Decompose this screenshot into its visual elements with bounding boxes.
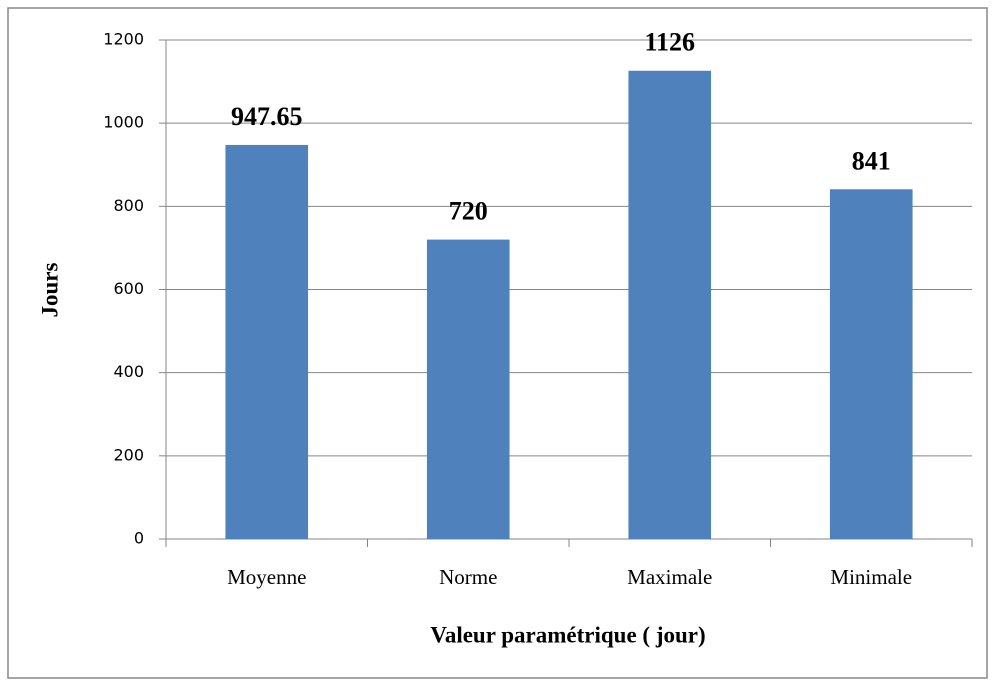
y-tick-label: 600 [113, 279, 144, 298]
y-axis-title: Jours [37, 262, 62, 317]
y-tick-label: 200 [113, 445, 144, 464]
x-tick-label: Minimale [830, 565, 912, 589]
bar [426, 239, 510, 539]
y-tick-label: 400 [113, 362, 144, 381]
x-tick-label: Moyenne [227, 565, 306, 589]
x-axis-title: Valeur paramétrique ( jour) [430, 622, 705, 647]
y-tick-label: 0 [134, 529, 144, 548]
data-label: 841 [852, 146, 891, 175]
data-label: 1126 [644, 28, 695, 57]
bar [628, 70, 712, 539]
y-tick-label: 1000 [103, 113, 144, 132]
bar [225, 144, 309, 539]
data-label: 947.65 [231, 102, 303, 131]
y-tick-label: 800 [113, 196, 144, 215]
data-label: 720 [449, 197, 488, 226]
y-tick-label: 1200 [103, 30, 144, 49]
bar [829, 189, 913, 539]
x-tick-label: Norme [439, 565, 497, 589]
x-tick-label: Maximale [627, 565, 712, 589]
